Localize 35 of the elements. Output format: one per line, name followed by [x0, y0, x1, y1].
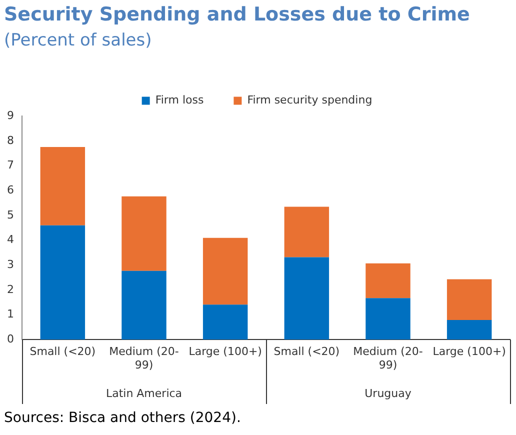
y-tick-label: 0 [7, 332, 14, 346]
bar [284, 206, 330, 258]
text: Latin America [106, 386, 182, 400]
bar [40, 146, 86, 226]
x-tick-label: Small (<20) [30, 345, 96, 358]
text: Uruguay [364, 386, 412, 400]
x-tick-label: Small (<20) [274, 345, 340, 358]
bar [284, 257, 330, 340]
y-tick-label: 9 [7, 109, 14, 122]
y-tick-label: 2 [7, 282, 14, 296]
x-tick-label: Medium (20-99) [353, 345, 423, 372]
x-tick-label: Medium (20-99) [109, 345, 179, 372]
x-tick-label: Large (100+) [188, 345, 262, 358]
chart-title: Security Spending and Losses due to Crime [4, 3, 470, 26]
bar [202, 238, 248, 305]
bar [122, 196, 166, 271]
y-tick-label: 6 [7, 184, 14, 197]
bar [366, 263, 410, 298]
y-tick-label: 3 [7, 258, 14, 271]
legend-label: Firm loss [155, 94, 204, 107]
bar [202, 304, 248, 340]
source-note: Sources: Bisca and others (2024). [4, 410, 241, 426]
y-tick-label: 4 [7, 233, 14, 246]
chart-subtitle: (Percent of sales) [4, 30, 152, 50]
x-tick-label: Large (100+) [432, 345, 506, 358]
y-tick-label: 8 [7, 134, 14, 147]
bar [366, 298, 410, 340]
bar [446, 320, 492, 340]
bar [40, 225, 86, 340]
y-tick-label: 1 [7, 308, 14, 321]
bar [122, 270, 166, 340]
y-tick-label: 5 [7, 208, 14, 222]
legend-label: Firm security spending [247, 94, 372, 107]
y-tick-label: 7 [7, 158, 14, 172]
bar [446, 279, 492, 320]
